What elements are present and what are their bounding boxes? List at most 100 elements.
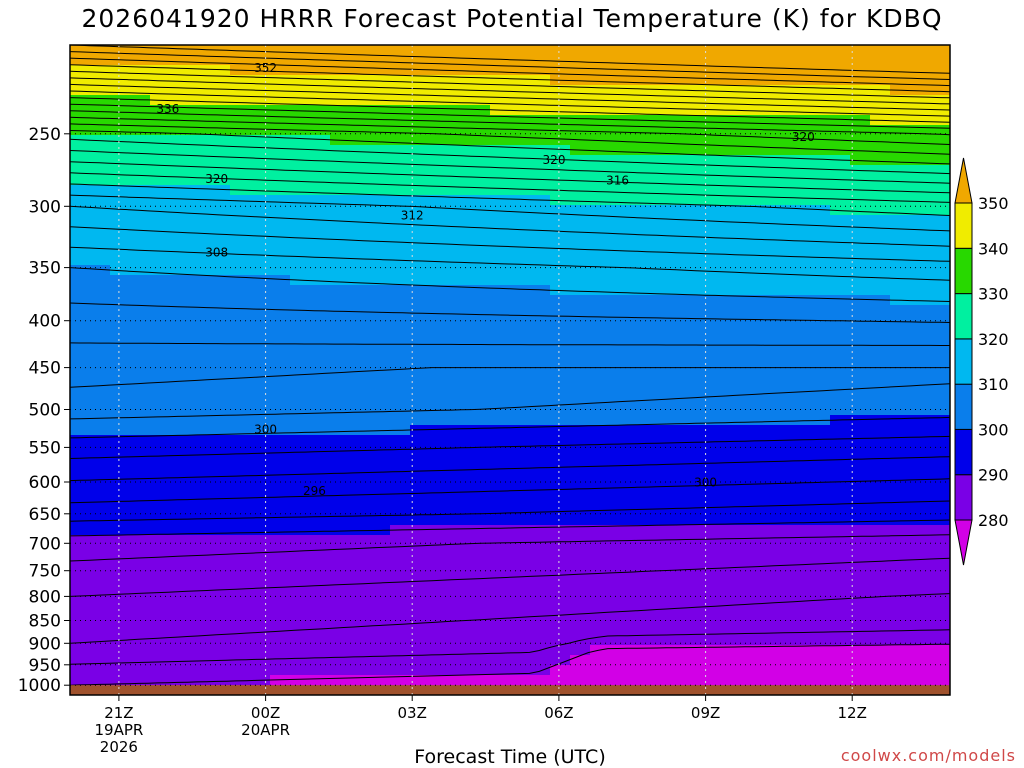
fill-cell bbox=[150, 595, 171, 606]
fill-cell bbox=[510, 375, 531, 386]
fill-cell bbox=[470, 555, 491, 566]
fill-cell bbox=[270, 595, 291, 606]
fill-cell bbox=[150, 145, 171, 156]
contour-line bbox=[70, 342, 950, 346]
fill-cell bbox=[830, 525, 851, 536]
fill-cell bbox=[390, 225, 411, 236]
fill-cell bbox=[310, 655, 331, 666]
fill-cell bbox=[270, 635, 291, 646]
fill-cell bbox=[210, 625, 231, 636]
fill-cell bbox=[250, 455, 271, 466]
fill-cell bbox=[210, 675, 231, 686]
fill-cell bbox=[750, 655, 771, 666]
fill-cell bbox=[330, 325, 351, 336]
y-tick-label: 700 bbox=[29, 534, 61, 554]
fill-cell bbox=[870, 175, 891, 186]
fill-cell bbox=[850, 365, 871, 376]
fill-cell bbox=[330, 665, 351, 676]
fill-cell bbox=[850, 495, 871, 506]
fill-cell bbox=[450, 645, 471, 656]
fill-cell bbox=[150, 465, 171, 476]
fill-cell bbox=[150, 205, 171, 216]
fill-cell bbox=[70, 115, 91, 126]
fill-cell bbox=[650, 205, 671, 216]
credit-link[interactable]: coolwx.com/models bbox=[840, 746, 1016, 765]
fill-cell bbox=[90, 335, 111, 346]
fill-cell bbox=[430, 655, 451, 666]
fill-cell bbox=[690, 385, 711, 396]
contour-lines bbox=[70, 45, 950, 686]
fill-cell bbox=[470, 425, 491, 436]
fill-cell bbox=[230, 55, 251, 66]
fill-cell bbox=[210, 595, 231, 606]
fill-cell bbox=[390, 535, 411, 546]
fill-cell bbox=[270, 665, 291, 676]
fill-cell bbox=[310, 105, 331, 116]
contour-line bbox=[70, 51, 950, 80]
fill-cell bbox=[670, 355, 691, 366]
fill-cell bbox=[410, 285, 431, 296]
fill-cell bbox=[430, 305, 451, 316]
fill-cell bbox=[130, 335, 151, 346]
fill-cell bbox=[250, 425, 271, 436]
fill-cell bbox=[90, 185, 111, 196]
fill-cell bbox=[110, 395, 131, 406]
fill-cell bbox=[250, 65, 271, 76]
fill-cell bbox=[910, 415, 931, 426]
fill-cell bbox=[370, 535, 391, 546]
fill-cell bbox=[390, 175, 411, 186]
fill-cell bbox=[510, 525, 531, 536]
fill-cell bbox=[790, 355, 811, 366]
fill-cell bbox=[730, 235, 751, 246]
fill-cell bbox=[410, 635, 431, 646]
fill-cell bbox=[250, 195, 271, 206]
fill-cell bbox=[910, 525, 931, 536]
fill-cell bbox=[890, 175, 911, 186]
fill-cell bbox=[530, 145, 551, 156]
fill-cell bbox=[550, 485, 571, 496]
fill-cell bbox=[890, 455, 911, 466]
fill-cell bbox=[750, 125, 771, 136]
fill-cell bbox=[670, 545, 691, 556]
fill-cell bbox=[410, 425, 431, 436]
fill-cell bbox=[130, 155, 151, 166]
fill-cell bbox=[110, 645, 131, 656]
fill-cell bbox=[790, 155, 811, 166]
fill-cell bbox=[110, 675, 131, 686]
fill-cell bbox=[910, 225, 931, 236]
fill-cell bbox=[690, 405, 711, 416]
fill-cell bbox=[870, 365, 891, 376]
fill-cell bbox=[110, 415, 131, 426]
fill-cell bbox=[530, 305, 551, 316]
fill-cell bbox=[570, 65, 591, 76]
fill-cell bbox=[370, 55, 391, 66]
fill-cell bbox=[650, 275, 671, 286]
fill-cell bbox=[890, 495, 911, 506]
fill-cell bbox=[730, 225, 751, 236]
fill-cell bbox=[370, 325, 391, 336]
fill-cell bbox=[610, 45, 631, 56]
fill-cell bbox=[470, 385, 491, 396]
fill-cell bbox=[130, 425, 151, 436]
fill-cell bbox=[430, 105, 451, 116]
fill-cell bbox=[90, 95, 111, 106]
fill-cell bbox=[110, 505, 131, 516]
fill-cell bbox=[450, 595, 471, 606]
fill-cell bbox=[770, 365, 791, 376]
fill-cell bbox=[390, 95, 411, 106]
fill-cell bbox=[470, 215, 491, 226]
fill-cell bbox=[470, 535, 491, 546]
fill-cell bbox=[770, 215, 791, 226]
fill-cell bbox=[530, 675, 551, 686]
fill-cell bbox=[830, 515, 851, 526]
fill-cell bbox=[170, 415, 191, 426]
fill-cell bbox=[830, 75, 851, 86]
fill-cell bbox=[850, 225, 871, 236]
fill-cell bbox=[750, 545, 771, 556]
fill-cell bbox=[690, 475, 711, 486]
fill-cell bbox=[110, 435, 131, 446]
fill-cell bbox=[830, 195, 851, 206]
fill-cell bbox=[170, 595, 191, 606]
fill-cell bbox=[70, 405, 91, 416]
fill-cell bbox=[730, 135, 751, 146]
